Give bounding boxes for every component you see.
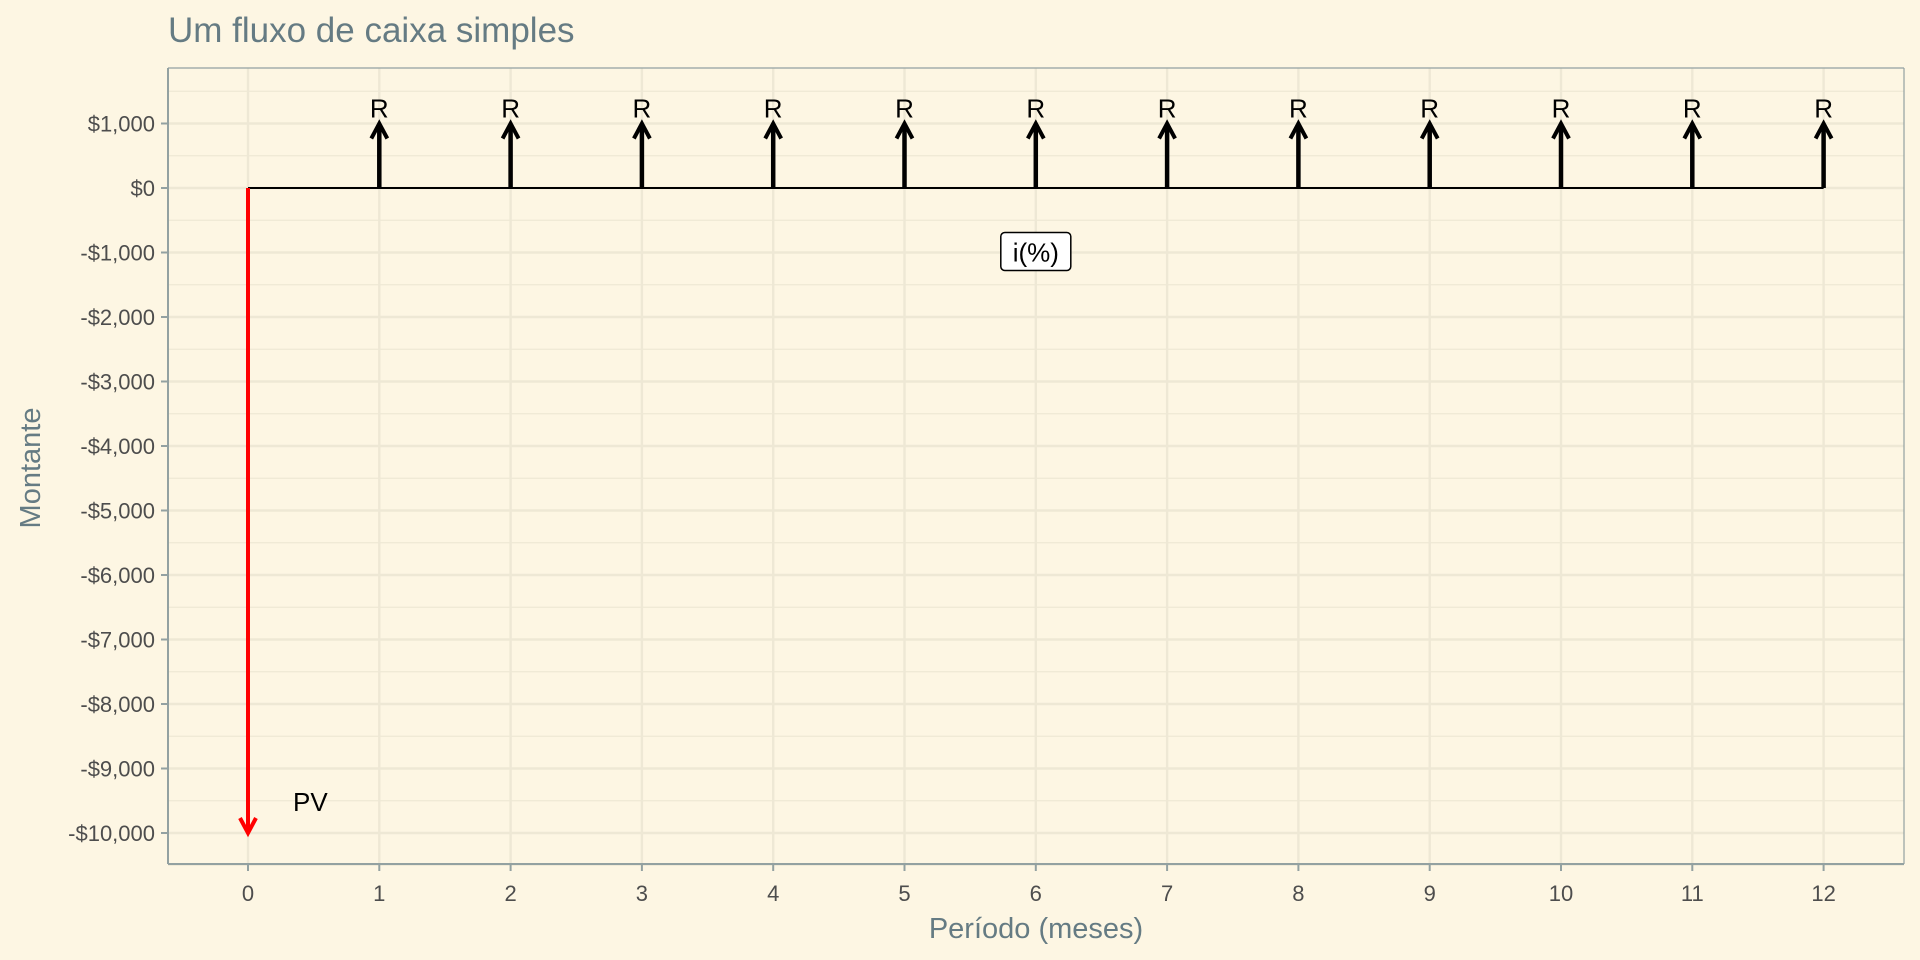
inflow-arrow-head [1813,119,1834,140]
cashflow-marks: R R R R R R R R R R R R PV i(%) [238,94,1834,838]
inflow-label: R [1814,94,1833,124]
x-tick-label: 10 [1549,881,1573,906]
inflow-arrow-head [1026,119,1046,140]
inflow-label: R [1420,94,1439,124]
x-tick-label: 4 [767,881,779,906]
inflow-label: R [1158,94,1177,124]
x-tick-label: 3 [636,881,648,906]
y-tick-label: -$5,000 [80,499,155,524]
x-tick-label: 2 [504,881,516,906]
inflow-arrow-head [1157,119,1177,140]
x-tick-label: 1 [373,881,385,906]
x-tick-label: 9 [1424,881,1436,906]
inflow-arrow-head [500,119,521,140]
outflow-arrow-head [238,817,258,838]
grid [168,68,1904,866]
y-tick-label: -$10,000 [68,821,155,846]
inflow-label: R [633,94,652,124]
x-tick-label: 5 [898,881,910,906]
inflow-label: R [1026,94,1045,124]
inflow-arrow-head [632,119,652,140]
y-tick-label: -$4,000 [80,434,155,459]
inflow-label: R [1289,94,1308,124]
x-tick-label: 8 [1292,881,1304,906]
x-tick-label: 11 [1681,881,1704,906]
x-tick-label: 12 [1811,881,1835,906]
y-tick-label: -$2,000 [80,305,155,330]
y-tick-label: -$3,000 [80,370,155,395]
x-tick-label: 7 [1161,881,1173,906]
inflow-label: R [1683,94,1702,124]
inflow-arrow-head [763,119,783,140]
inflow-arrow-head [369,119,390,140]
inflow-arrow-head [1551,119,1571,140]
x-tick-label: 6 [1030,881,1042,906]
y-tick-label: -$9,000 [80,757,155,782]
inflow-arrow-head [1682,119,1703,140]
y-tick-label: -$1,000 [80,241,155,266]
inflow-label: R [370,94,389,124]
inflow-arrow-head [1419,119,1440,140]
inflow-arrow-head [1288,119,1309,140]
y-axis-title: Montante [15,408,47,529]
inflow-label: R [501,94,520,124]
inflow-arrow-head [894,119,915,140]
chart-title: Um fluxo de caixa simples [168,11,575,50]
x-tick-label: 0 [242,881,254,906]
outflow-label: PV [293,787,328,817]
inflow-label: R [895,94,914,124]
y-tick-label: $0 [131,176,155,201]
inflow-label: R [1552,94,1571,124]
y-tick-label: -$8,000 [80,692,155,717]
x-axis-title: Período (meses) [929,913,1143,945]
y-tick-label: $1,000 [88,112,155,137]
axes: 0 1 2 3 4 5 6 7 8 9 10 11 12$1,000$0-$1,000-$2,000-$… [68,67,1905,906]
y-tick-label: -$6,000 [80,563,155,588]
inflow-label: R [764,94,783,124]
y-tick-label: -$7,000 [80,628,155,653]
rate-label-box [1000,231,1072,272]
rate-label: i(%) [1013,238,1059,268]
